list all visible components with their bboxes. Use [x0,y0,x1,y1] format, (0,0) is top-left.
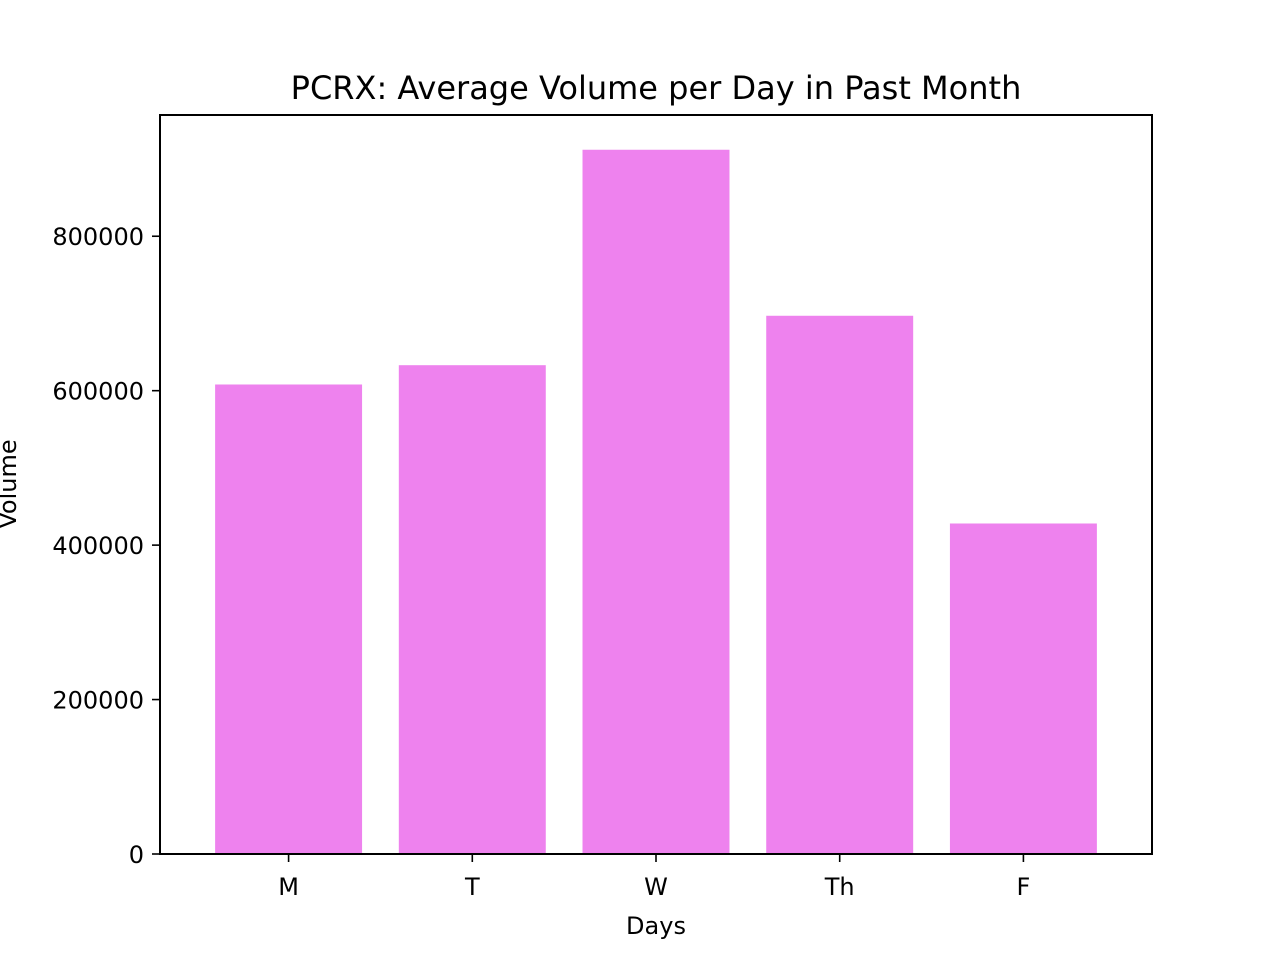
y-tick-label: 800000 [52,223,144,251]
y-tick-label: 400000 [52,532,144,560]
plot-frame [159,114,1153,855]
x-tick-label: Th [824,873,855,901]
bar-m [215,384,363,854]
x-axis: M T W Th F [278,854,1030,901]
y-axis-label: Volume [0,439,22,528]
x-tick-label: M [278,873,299,901]
x-axis-label: Days [626,912,686,940]
chart-title: PCRX: Average Volume per Day in Past Mon… [291,69,1022,107]
x-tick-label: W [644,873,668,901]
y-axis: 0 200000 400000 600000 800000 [52,223,160,869]
x-tick-label: T [464,873,480,901]
y-tick-label: 0 [129,841,144,869]
y-tick-label: 600000 [52,378,144,406]
bar-w [582,149,730,854]
bar-th [766,315,914,854]
bars-layer [215,149,1097,854]
x-tick-label: F [1017,873,1031,901]
bar-t [398,365,546,854]
bar-f [949,523,1097,854]
y-tick-label: 200000 [52,687,144,715]
